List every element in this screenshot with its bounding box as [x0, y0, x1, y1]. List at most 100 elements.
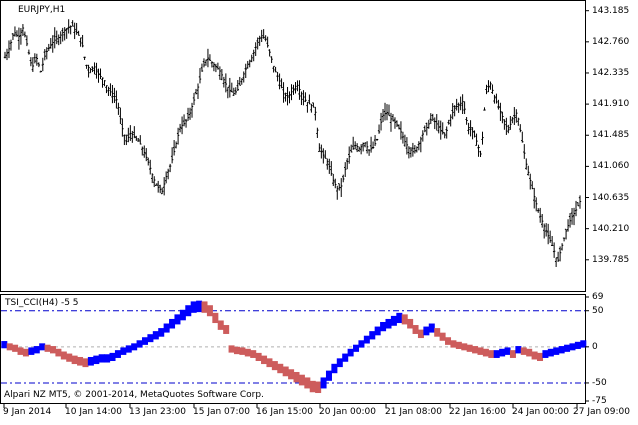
indicator-bar: [515, 346, 522, 354]
indicator-bar: [477, 347, 484, 355]
indicator-bar: [1, 341, 8, 349]
indicator-bar: [98, 354, 105, 363]
price-tick-label: 139.785: [592, 254, 630, 265]
indicator-bar: [201, 301, 208, 313]
indicator-bar: [33, 346, 40, 354]
indicator-bar: [439, 332, 446, 341]
indicator-bar: [261, 355, 268, 365]
indicator-bar: [564, 344, 571, 352]
indicator-bar: [71, 355, 78, 365]
indicator-bar: [255, 352, 262, 362]
indicator-bar: [304, 377, 311, 389]
indicator-bar: [55, 348, 62, 357]
indicator-bar: [363, 335, 370, 344]
indicator-bar: [125, 345, 132, 353]
indicator-tick-label: -50: [592, 377, 607, 388]
time-tick-label: 24 Jan 00:00: [512, 407, 569, 417]
indicator-bar: [315, 381, 322, 394]
indicator-bar: [250, 350, 257, 358]
indicator-histogram: [1, 300, 587, 394]
indicator-bar: [223, 325, 230, 334]
indicator-bar: [6, 343, 13, 351]
indicator-bar: [325, 370, 332, 381]
indicator-bar: [342, 353, 349, 362]
indicator-bar: [488, 350, 495, 358]
time-tick-label: 22 Jan 16:00: [449, 407, 506, 417]
indicator-level-lines: [1, 310, 585, 384]
indicator-bar: [520, 347, 527, 355]
indicator-bar: [526, 348, 533, 357]
indicator-bar: [293, 371, 300, 383]
indicator-bar: [22, 348, 29, 357]
indicator-bar: [271, 361, 278, 371]
indicator-bar: [77, 356, 84, 366]
time-tick-label: 21 Jan 08:00: [385, 407, 442, 417]
copyright-label: Alpari NZ MT5, © 2001-2014, MetaQuotes S…: [4, 390, 264, 400]
price-tick-label: 141.060: [592, 161, 630, 172]
indicator-bar: [390, 315, 397, 326]
indicator-bar: [558, 346, 565, 354]
indicator-bar: [336, 358, 343, 368]
indicator-bar: [407, 318, 414, 329]
indicator-bar: [152, 331, 159, 340]
indicator-bar: [434, 328, 441, 337]
indicator-bar: [104, 354, 111, 363]
indicator-bar: [537, 352, 544, 362]
indicator-bar: [428, 323, 435, 333]
indicator-bar: [423, 326, 430, 336]
indicator-bar: [12, 344, 19, 352]
indicator-bar: [120, 347, 127, 355]
indicator-bar: [179, 309, 186, 321]
indicator-tick-label: 50: [592, 305, 604, 316]
indicator-bar: [44, 344, 51, 352]
time-axis-ticks: [3, 404, 578, 408]
indicator-axis-ticks: [585, 296, 589, 402]
price-tick-label: 140.635: [592, 192, 630, 203]
indicator-bar: [66, 353, 73, 362]
time-tick-label: 15 Jan 07:00: [193, 407, 250, 417]
indicator-label: TSI_CCI(H4) -5 5: [5, 298, 79, 308]
indicator-bar: [401, 314, 408, 325]
indicator-bar: [580, 340, 587, 348]
indicator-bar: [347, 348, 354, 357]
indicator-bar: [228, 345, 235, 353]
indicator-bar: [417, 329, 424, 339]
indicator-bar: [569, 343, 576, 351]
indicator-bar: [131, 343, 138, 351]
time-tick-label: 10 Jan 14:00: [65, 407, 122, 417]
indicator-bar: [547, 348, 554, 357]
symbol-label: EURJPY,H1: [18, 5, 66, 15]
indicator-bar: [385, 318, 392, 329]
indicator-bar: [553, 347, 560, 355]
indicator-bar: [380, 321, 387, 332]
indicator-bar: [196, 300, 203, 313]
indicator-bar: [239, 347, 246, 355]
indicator-tick-label: 0: [592, 341, 598, 352]
indicator-bar: [158, 328, 165, 337]
indicator-bar: [504, 347, 511, 355]
indicator-bar: [190, 301, 197, 313]
indicator-bar: [353, 344, 360, 352]
indicator-bar: [298, 374, 305, 386]
indicator-bar: [244, 348, 251, 357]
indicator-bar: [482, 348, 489, 357]
indicator-bar: [174, 314, 181, 325]
indicator-bar: [282, 366, 289, 377]
indicator-bar: [49, 346, 57, 354]
indicator-bar: [60, 351, 67, 360]
indicator-bar: [369, 331, 376, 340]
indicator-bar: [574, 341, 581, 349]
indicator-bar: [17, 347, 24, 355]
price-tick-label: 142.335: [592, 67, 630, 78]
indicator-bar: [136, 340, 143, 348]
indicator-bar: [499, 348, 506, 357]
indicator-bar: [445, 337, 452, 345]
price-bars: [3, 19, 582, 267]
indicator-bar: [169, 318, 176, 329]
indicator-bar: [82, 358, 89, 368]
indicator-bar: [212, 312, 219, 324]
indicator-bar: [331, 363, 338, 374]
indicator-bar: [277, 363, 284, 374]
price-tick-label: 141.485: [592, 130, 630, 141]
